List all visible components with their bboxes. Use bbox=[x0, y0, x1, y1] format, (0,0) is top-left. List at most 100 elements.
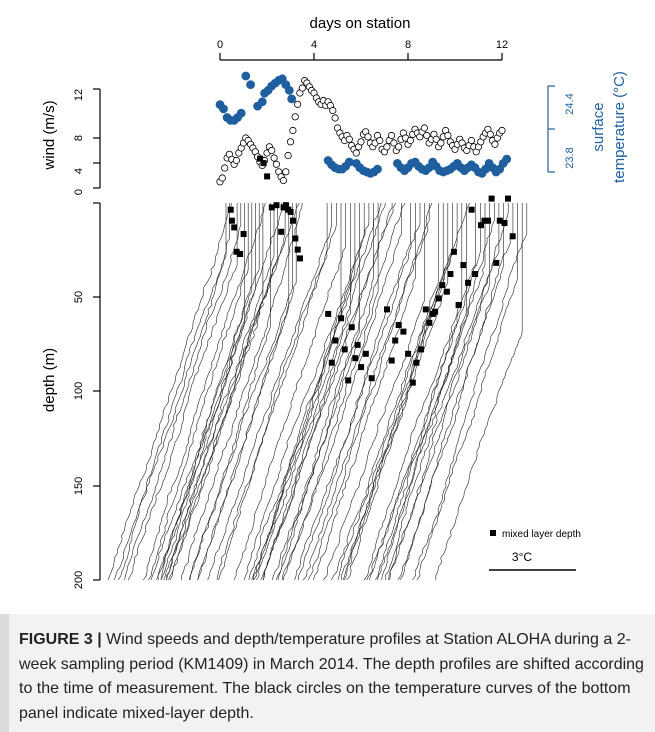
temperature-profile bbox=[384, 203, 509, 581]
wind-y-tick-4: 4 bbox=[73, 168, 85, 174]
temperature-profile bbox=[416, 203, 518, 581]
temperature-profile bbox=[117, 203, 227, 581]
wind-point bbox=[437, 139, 445, 147]
mld-marker bbox=[443, 288, 450, 295]
wind-point bbox=[291, 113, 299, 121]
temperature-profile bbox=[302, 203, 430, 581]
wind-point bbox=[286, 138, 295, 146]
temperature-profile bbox=[346, 203, 449, 581]
temperature-profile bbox=[308, 202, 433, 581]
caption-accent-bar bbox=[0, 614, 9, 732]
wind-point bbox=[383, 143, 391, 151]
figure-3: days on station 0 4 8 12 12 8 4 0 wind (… bbox=[41, 15, 628, 589]
temperature-y-axis bbox=[547, 85, 555, 173]
mld-marker bbox=[260, 160, 267, 167]
wind-point bbox=[272, 160, 280, 168]
temperature-profile bbox=[189, 203, 293, 581]
wind-point bbox=[387, 131, 396, 140]
wind-point bbox=[357, 138, 365, 146]
temperature-profile bbox=[363, 203, 477, 581]
wind-y-tick-0: 0 bbox=[73, 189, 85, 195]
temperature-profile bbox=[271, 203, 374, 581]
temperature-profile bbox=[343, 203, 453, 581]
temperature-scale-bar: 3°C bbox=[489, 550, 576, 571]
temperature-point bbox=[284, 85, 294, 95]
wind-point bbox=[329, 106, 337, 115]
mld-marker bbox=[468, 206, 475, 213]
temperature-profile bbox=[253, 203, 342, 581]
mld-marker bbox=[287, 208, 294, 215]
temperature-profile bbox=[160, 203, 282, 581]
temperature-profile bbox=[282, 203, 379, 581]
mld-marker bbox=[341, 346, 348, 353]
wind-point bbox=[331, 114, 339, 122]
depth-tick-50: 50 bbox=[73, 291, 85, 303]
temp-y-axis-title-line2: temperature (°C) bbox=[611, 71, 628, 183]
temperature-profile bbox=[388, 203, 500, 581]
temp-y-axis-title-line1: surface bbox=[590, 102, 607, 151]
wind-point bbox=[221, 164, 229, 172]
temperature-point bbox=[219, 104, 228, 114]
mld-marker bbox=[450, 248, 457, 255]
legend: mixed layer depth bbox=[490, 529, 581, 540]
depth-tick-200: 200 bbox=[73, 571, 85, 589]
scale-label: 3°C bbox=[512, 550, 532, 564]
mld-marker bbox=[460, 262, 467, 269]
depth-tick-100: 100 bbox=[73, 382, 85, 400]
mld-marker bbox=[237, 251, 244, 257]
temperature-profile bbox=[243, 203, 370, 581]
wind-point bbox=[298, 84, 306, 92]
mld-marker bbox=[278, 228, 285, 235]
top-x-axis-title: days on station bbox=[310, 15, 411, 32]
temperature-profile bbox=[163, 203, 279, 581]
mld-marker bbox=[455, 302, 462, 308]
mld-marker bbox=[290, 217, 296, 224]
mld-marker bbox=[228, 217, 235, 224]
mld-marker bbox=[395, 322, 402, 328]
mld-marker bbox=[345, 377, 352, 384]
wind-point bbox=[390, 139, 398, 147]
temperature-profile bbox=[251, 202, 382, 581]
mld-marker bbox=[294, 246, 301, 253]
figure-caption: FIGURE 3 | Wind speeds and depth/tempera… bbox=[19, 628, 644, 726]
temperature-profile bbox=[342, 203, 458, 581]
temperature-point bbox=[236, 108, 246, 118]
caption-box: FIGURE 3 | Wind speeds and depth/tempera… bbox=[0, 614, 655, 732]
wind-point bbox=[444, 131, 452, 140]
temperature-profile bbox=[399, 203, 514, 581]
temperature-profile bbox=[298, 203, 412, 581]
temperature-profile bbox=[340, 203, 444, 581]
temperature-profile bbox=[369, 203, 481, 581]
temperature-profile bbox=[253, 203, 356, 581]
wind-point bbox=[467, 136, 475, 145]
temperature-profile bbox=[331, 203, 439, 581]
mld-marker bbox=[409, 379, 416, 386]
temperature-profile bbox=[197, 203, 297, 581]
mld-marker bbox=[354, 341, 361, 348]
mld-marker bbox=[264, 173, 271, 180]
depth-tick-150: 150 bbox=[73, 477, 85, 495]
temperature-profile bbox=[157, 203, 253, 581]
temp-y-tick-24.4: 24.4 bbox=[564, 93, 576, 114]
temperature-profile bbox=[188, 203, 271, 581]
mld-marker bbox=[413, 359, 420, 366]
temperature-profile bbox=[337, 202, 470, 581]
wind-point bbox=[268, 146, 276, 155]
temperature-point bbox=[257, 97, 267, 107]
temperature-profile bbox=[124, 203, 242, 581]
wind-y-tick-8: 8 bbox=[73, 135, 85, 141]
mld-marker bbox=[362, 350, 369, 357]
wind-y-axis-title: wind (m/s) bbox=[41, 100, 58, 170]
temperature-profile bbox=[256, 202, 386, 581]
mld-marker bbox=[268, 204, 275, 211]
mld-marker bbox=[358, 364, 365, 371]
mld-marker bbox=[328, 359, 335, 366]
wind-point bbox=[423, 131, 431, 140]
mld-marker bbox=[240, 231, 247, 237]
surface-temperature-series bbox=[215, 71, 512, 178]
mld-marker bbox=[392, 337, 399, 344]
mixed-layer-depth-markers bbox=[227, 155, 516, 386]
top-x-axis bbox=[219, 53, 503, 61]
temperature-profile bbox=[412, 203, 528, 581]
mld-marker bbox=[447, 271, 454, 277]
